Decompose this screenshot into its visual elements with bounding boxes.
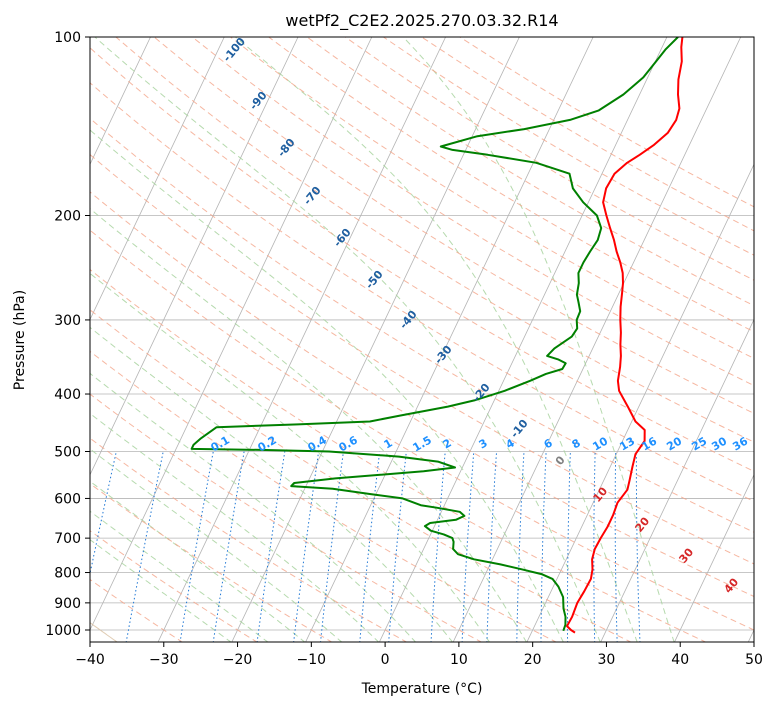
mixing-ratio-line (293, 451, 320, 642)
x-tick-label: 30 (598, 652, 616, 668)
dry-adiabat-line (90, 47, 754, 472)
isotherm-line (674, 473, 754, 642)
x-tick-label: 20 (524, 652, 542, 668)
moist-adiabat-line (234, 37, 638, 642)
dry-adiabat-line (115, 37, 754, 443)
x-tick-label: 40 (671, 652, 689, 668)
x-tick-label: 10 (450, 652, 468, 668)
isotherm-line (90, 37, 151, 166)
mixing-ratio-line (430, 451, 446, 642)
y-tick-label: 400 (54, 387, 81, 403)
moist-adiabat-line (90, 510, 269, 642)
isotherm-line (378, 37, 668, 642)
isotherm-line (600, 318, 754, 642)
y-tick-label: 1000 (45, 623, 81, 639)
y-tick-label: 200 (54, 209, 81, 225)
x-tick-label: 0 (381, 652, 390, 668)
dry-adiabat-line (191, 37, 754, 387)
dry-adiabat-line (90, 437, 408, 642)
moist-adiabat-line (90, 539, 232, 642)
moist-adiabat-line (90, 448, 343, 642)
plot-area (90, 37, 754, 642)
plot-frame (89, 36, 755, 643)
dry-adiabat-line (90, 350, 558, 642)
y-tick-label: 600 (54, 491, 81, 507)
isotherm-line (526, 163, 754, 642)
x-tick-label: −40 (75, 652, 105, 668)
x-tick-label: −20 (223, 652, 253, 668)
isotherm-line (452, 37, 742, 642)
x-axis: −40 −30 −20 −10 0 10 20 30 40 50 (75, 642, 763, 668)
dewpoint-profile-line (190, 37, 679, 632)
y-axis-title: Pressure (hPa) (12, 290, 28, 390)
moist-adiabat-line (402, 37, 675, 642)
dry-adiabat-line (230, 37, 754, 359)
isotherm-line (157, 37, 446, 642)
isotherm-line (90, 37, 299, 476)
x-axis-title: Temperature (°C) (361, 681, 483, 697)
mixing-ratio-line (388, 451, 407, 642)
moist-adiabat-line (90, 272, 491, 642)
moist-adiabat-line (90, 208, 527, 642)
dry-adiabat-line (90, 483, 333, 642)
dry-adiabat-line (90, 191, 754, 598)
x-tick-label: 50 (745, 652, 763, 668)
dry-adiabat-line (90, 82, 754, 502)
y-tick-label: 300 (54, 313, 81, 329)
dry-adiabat-line (90, 393, 483, 642)
isotherm-line (90, 37, 225, 321)
dry-adiabat-line (90, 229, 754, 631)
profile-series (190, 37, 684, 634)
isobar-grid (90, 37, 754, 631)
y-axis: 1000 900 800 700 600 500 400 300 200 100 (45, 30, 90, 639)
y-tick-label: 900 (54, 596, 81, 612)
dry-adiabat-line (90, 309, 632, 642)
isotherm-line (90, 37, 373, 631)
dry-adiabat-line (90, 268, 707, 642)
y-tick-label: 800 (54, 566, 81, 582)
dry-adiabat-line (90, 578, 183, 642)
moist-adiabat-line (94, 37, 601, 642)
mixing-ratio-line (461, 451, 475, 642)
y-tick-label: 500 (54, 444, 81, 460)
x-tick-label: −10 (297, 652, 327, 668)
moist-adiabat-line (90, 372, 417, 642)
dry-adiabats (90, 37, 754, 642)
chart-title: wetPf2_C2E2.2025.270.03.32.R14 (285, 11, 558, 31)
y-tick-label: 700 (54, 531, 81, 547)
moist-adiabats (90, 37, 675, 642)
moist-adiabat-line (90, 129, 564, 642)
mixing-ratio-line (256, 451, 286, 642)
temperature-profile-line (566, 37, 684, 634)
y-tick-label: 100 (54, 30, 81, 46)
mixing-ratio-line (320, 451, 344, 642)
x-tick-label: −30 (149, 652, 179, 668)
